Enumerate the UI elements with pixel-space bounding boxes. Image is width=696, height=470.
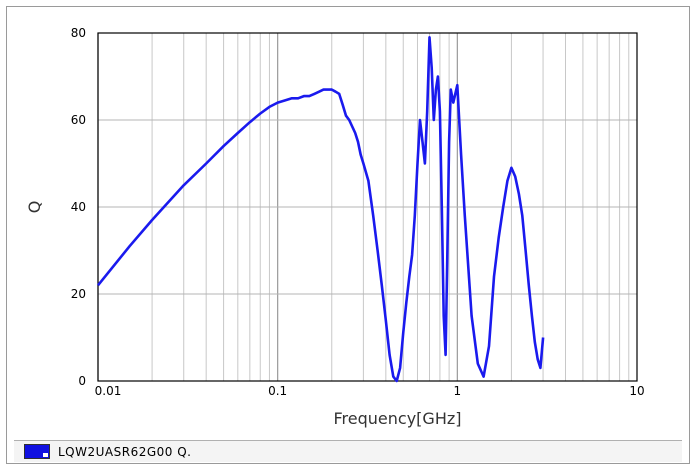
x-tick-label: 0.1 (268, 384, 287, 398)
x-axis-title: Frequency[GHz] (334, 409, 462, 428)
y-tick-label: 40 (71, 200, 86, 214)
legend-series-label: LQW2UASR62G00 Q. (58, 444, 192, 459)
y-tick-label: 0 (78, 374, 86, 388)
series-layer (96, 35, 545, 383)
x-tick-label: 0.01 (95, 384, 122, 398)
y-tick-label: 60 (71, 113, 86, 127)
chart-frame (6, 6, 690, 464)
y-tick-label: 20 (71, 287, 86, 301)
y-axis-title: Q (25, 201, 44, 214)
plot-area-border (97, 32, 638, 382)
x-tick-label: 10 (629, 384, 644, 398)
tick-labels: 0.01 0.1 1 10 0 20 40 60 80 (71, 26, 645, 398)
x-tick-label: 1 (454, 384, 462, 398)
legend-swatch-icon[interactable] (24, 444, 50, 459)
grid-layer (97, 32, 637, 382)
legend: LQW2UASR62G00 Q. (14, 440, 682, 462)
series-line (96, 35, 545, 383)
y-tick-label: 80 (71, 26, 86, 40)
